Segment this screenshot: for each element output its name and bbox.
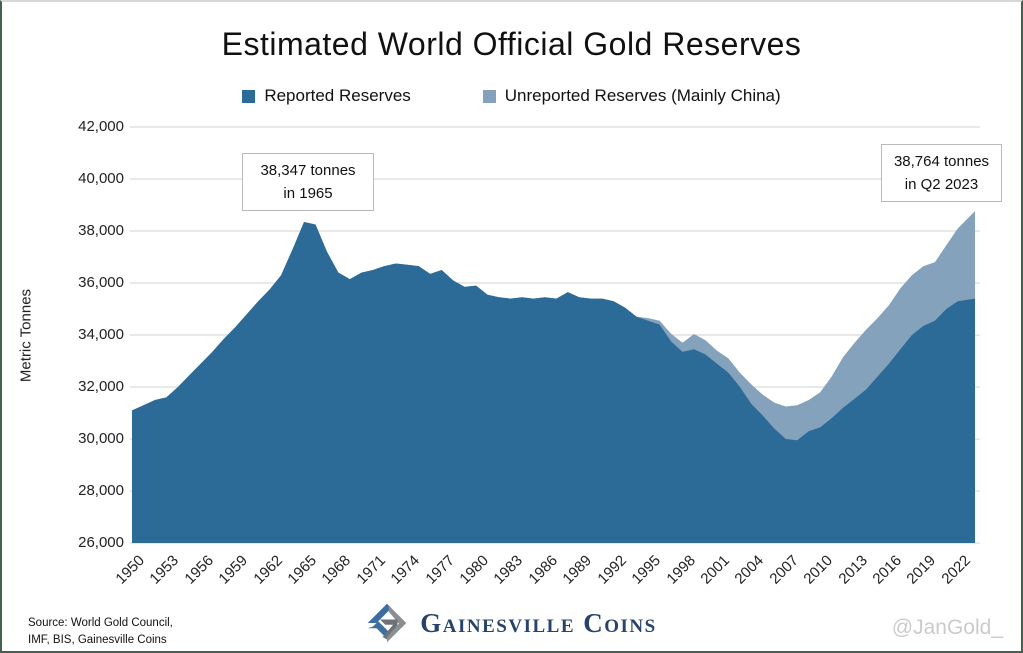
y-tick-label: 34,000	[78, 326, 124, 343]
annotation-q2-2023: 38,764 tonnes in Q2 2023	[881, 144, 1002, 202]
legend-item-reported: Reported Reserves	[242, 86, 411, 106]
legend-label-unreported: Unreported Reserves (Mainly China)	[504, 86, 781, 105]
y-tick-label: 40,000	[78, 170, 124, 187]
annotation-q2-2023-line2: in Q2 2023	[904, 176, 979, 193]
legend-item-unreported: Unreported Reserves (Mainly China)	[482, 86, 781, 106]
y-tick-label: 38,000	[78, 222, 124, 239]
gainesville-coins-logo-icon	[368, 603, 407, 643]
y-tick-label: 30,000	[78, 430, 124, 447]
annotation-1965-line2: in 1965	[283, 185, 333, 202]
annotation-q2-2023-line1: 38,764 tonnes	[893, 153, 990, 170]
chart-title: Estimated World Official Gold Reserves	[221, 26, 802, 62]
y-tick-label: 32,000	[78, 378, 124, 395]
y-tick-label: 28,000	[78, 482, 124, 499]
gainesville-coins-logo: Gainesville Coins	[2, 602, 1021, 644]
legend-label-reported: Reported Reserves	[264, 86, 411, 105]
gainesville-coins-logo-text: Gainesville Coins	[420, 607, 657, 638]
watermark-handle: @JanGold_	[891, 616, 1003, 639]
annotation-1965-line1: 38,347 tonnes	[260, 162, 356, 179]
y-axis-title: Metric Tonnes	[17, 288, 35, 383]
y-tick-label: 42,000	[78, 118, 124, 135]
source-line-1: Source: World Gold Council,	[28, 617, 173, 629]
unreported-swatch-icon	[482, 89, 496, 103]
annotation-1965: 38,347 tonnes in 1965	[242, 153, 374, 211]
legend: Reported Reserves Unreported Reserves (M…	[2, 86, 1021, 106]
y-tick-label: 36,000	[78, 274, 124, 291]
source-line-2: IMF, BIS, Gainesville Coins	[28, 634, 167, 646]
source-note: Source: World Gold Council, IMF, BIS, Ga…	[28, 615, 173, 649]
y-tick-label: 26,000	[78, 534, 124, 551]
reported-swatch-icon	[242, 89, 256, 103]
